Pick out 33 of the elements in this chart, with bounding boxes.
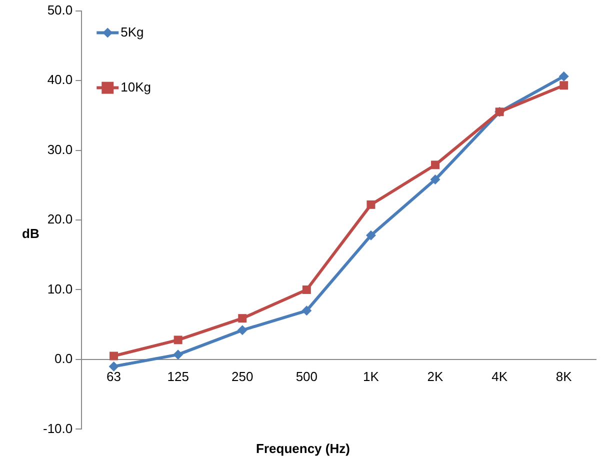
x-tick-label: 250 [232,368,254,384]
y-tick-label: 10.0 [47,281,73,296]
legend-label: 5Kg [120,24,144,40]
point [366,230,376,240]
point [173,350,184,360]
y-tick-label: 20.0 [47,212,73,227]
y-tick-label: 0.0 [54,351,73,366]
point [430,174,440,185]
y-tick-label: 30.0 [47,142,73,157]
x-axis-title: Frequency (Hz) [255,441,351,456]
point [431,160,440,170]
y-tick-label: 40.0 [47,72,73,88]
y-tick-label: -10.0 [42,420,73,436]
x-tick-label: 500 [296,368,318,384]
point [238,314,247,323]
point [366,200,376,209]
x-tick-label: 8K [556,368,572,384]
y-tick-label: 50.0 [47,2,73,18]
x-tick-label: 1K [363,368,380,384]
x-tick-label: 63 [106,368,122,384]
y-axis-title: dB [22,226,40,241]
x-tick-label: 4K [492,368,508,384]
point [560,81,568,90]
legend-label: 10Kg [120,79,152,94]
point [174,336,182,344]
point [110,352,118,360]
x-tick-label: 2K [427,368,444,384]
point [108,361,119,372]
point [302,306,312,316]
point [237,325,248,336]
point [302,285,311,294]
point [558,71,569,82]
x-tick-label: 125 [167,368,189,384]
